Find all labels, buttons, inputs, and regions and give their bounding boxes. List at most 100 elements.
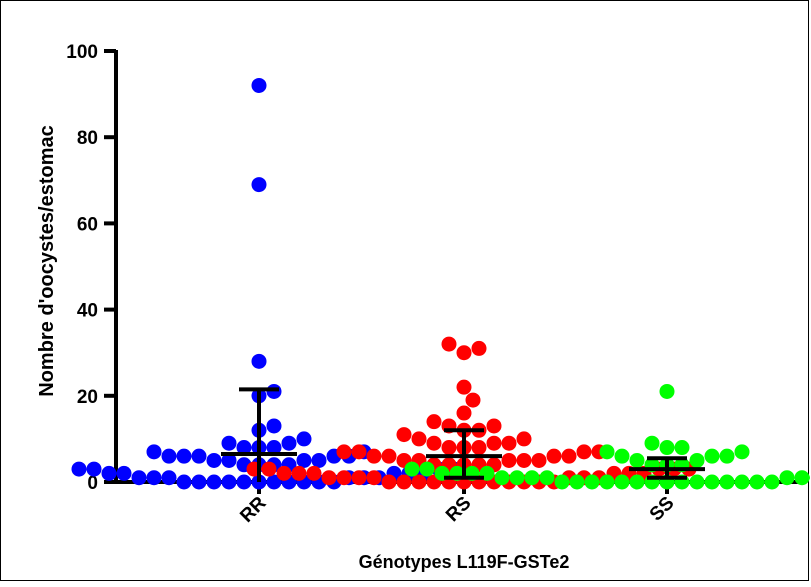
data-point bbox=[486, 418, 502, 434]
data-point bbox=[404, 461, 420, 477]
data-point bbox=[351, 444, 367, 460]
data-point bbox=[131, 470, 147, 486]
data-point bbox=[206, 452, 222, 468]
data-point bbox=[465, 392, 481, 408]
data-point bbox=[749, 474, 765, 490]
data-point bbox=[236, 440, 252, 456]
y-axis: 0 20 40 60 80 100 bbox=[66, 42, 118, 494]
data-point bbox=[599, 474, 615, 490]
data-point bbox=[266, 383, 282, 399]
data-point bbox=[614, 448, 630, 464]
data-point bbox=[336, 444, 352, 460]
data-point bbox=[419, 461, 435, 477]
data-point bbox=[161, 470, 177, 486]
data-point bbox=[719, 474, 735, 490]
data-point bbox=[719, 448, 735, 464]
data-point bbox=[561, 448, 577, 464]
data-point bbox=[704, 448, 720, 464]
data-point bbox=[336, 470, 352, 486]
data-point bbox=[516, 431, 532, 447]
data-point bbox=[494, 470, 510, 486]
data-point bbox=[71, 461, 87, 477]
data-point bbox=[486, 435, 502, 451]
data-point bbox=[221, 435, 237, 451]
data-point bbox=[659, 383, 675, 399]
data-point bbox=[764, 474, 780, 490]
data-point bbox=[236, 474, 252, 490]
data-point bbox=[524, 470, 540, 486]
data-point bbox=[471, 340, 487, 356]
data-point bbox=[311, 452, 327, 468]
data-point bbox=[471, 440, 487, 456]
data-point bbox=[501, 452, 517, 468]
data-point bbox=[531, 452, 547, 468]
data-point bbox=[161, 448, 177, 464]
data-point bbox=[191, 448, 207, 464]
data-point bbox=[266, 440, 282, 456]
data-point bbox=[411, 474, 427, 490]
data-point bbox=[456, 379, 472, 395]
data-point bbox=[251, 177, 267, 193]
y-axis-label: Nombre d'oocystes/estomac bbox=[36, 125, 58, 397]
data-point bbox=[599, 444, 615, 460]
data-point bbox=[251, 77, 267, 93]
data-point bbox=[614, 474, 630, 490]
data-point bbox=[381, 448, 397, 464]
y-tick-label: 40 bbox=[77, 301, 98, 322]
data-point bbox=[501, 435, 517, 451]
data-point bbox=[351, 470, 367, 486]
data-point bbox=[276, 465, 292, 481]
data-point bbox=[644, 435, 660, 451]
mean-sd-bars bbox=[221, 387, 705, 482]
data-point bbox=[86, 461, 102, 477]
data-point bbox=[629, 474, 645, 490]
x-tick-label: RS bbox=[442, 493, 476, 527]
data-points bbox=[71, 77, 811, 490]
data-point bbox=[794, 470, 810, 486]
data-point bbox=[146, 444, 162, 460]
x-tick-label: RR bbox=[236, 492, 270, 526]
y-tick-label: 80 bbox=[77, 128, 98, 149]
data-point bbox=[456, 345, 472, 361]
data-point bbox=[411, 431, 427, 447]
data-point bbox=[441, 440, 457, 456]
data-point bbox=[539, 470, 555, 486]
data-point bbox=[366, 448, 382, 464]
data-point bbox=[569, 474, 585, 490]
data-point bbox=[176, 448, 192, 464]
data-point bbox=[734, 444, 750, 460]
data-point bbox=[191, 474, 207, 490]
data-point bbox=[629, 452, 645, 468]
data-point bbox=[221, 452, 237, 468]
data-point bbox=[296, 431, 312, 447]
data-point bbox=[396, 474, 412, 490]
data-point bbox=[321, 470, 337, 486]
data-point bbox=[266, 474, 282, 490]
data-point bbox=[396, 427, 412, 443]
data-point bbox=[809, 473, 811, 483]
data-point bbox=[296, 452, 312, 468]
data-point bbox=[546, 448, 562, 464]
data-point bbox=[689, 474, 705, 490]
data-point bbox=[554, 474, 570, 490]
data-point bbox=[206, 474, 222, 490]
data-point bbox=[659, 440, 675, 456]
data-point bbox=[146, 470, 162, 486]
data-point bbox=[221, 474, 237, 490]
data-point bbox=[381, 474, 397, 490]
data-point bbox=[101, 465, 117, 481]
data-point bbox=[266, 418, 282, 434]
data-point bbox=[689, 452, 705, 468]
data-point bbox=[734, 474, 750, 490]
data-point bbox=[261, 461, 277, 477]
data-point bbox=[509, 470, 525, 486]
data-point bbox=[456, 405, 472, 421]
data-point bbox=[674, 440, 690, 456]
x-axis-label: Génotypes L119F-GSTe2 bbox=[359, 552, 570, 572]
data-point bbox=[251, 353, 267, 369]
data-point bbox=[291, 465, 307, 481]
data-point bbox=[176, 474, 192, 490]
y-tick-label: 100 bbox=[66, 42, 98, 63]
